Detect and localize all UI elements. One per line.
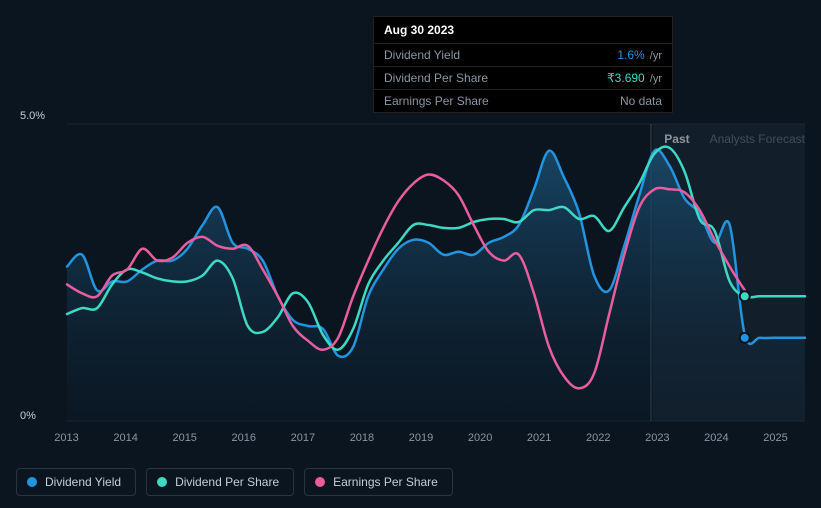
tooltip-label: Earnings Per Share [384, 94, 489, 108]
x-axis-label: 2013 [37, 432, 96, 444]
x-axis-label: 2015 [155, 432, 214, 444]
y-axis-label: 5.0% [20, 110, 45, 122]
x-axis-label: 2020 [451, 432, 510, 444]
legend-dot [157, 477, 167, 487]
x-axis-label: 2018 [332, 432, 391, 444]
x-axis-label: 2019 [391, 432, 450, 444]
legend-label: Earnings Per Share [333, 475, 438, 489]
tooltip-value: No data [620, 94, 662, 108]
tooltip-label: Dividend Per Share [384, 71, 488, 85]
x-axis-label: 2023 [628, 432, 687, 444]
x-axis-label: 2022 [569, 432, 628, 444]
tooltip-label: Dividend Yield [384, 48, 460, 62]
x-axis-label: 2021 [510, 432, 569, 444]
tooltip-value: 1.6% [617, 48, 644, 62]
hover-tooltip: Aug 30 2023 Dividend Yield1.6% /yrDivide… [373, 16, 673, 113]
legend-dot [27, 477, 37, 487]
x-axis-label: 2016 [214, 432, 273, 444]
tooltip-value: ₹3.690 [607, 71, 645, 85]
tooltip-date: Aug 30 2023 [374, 17, 672, 44]
legend-toggle[interactable]: Dividend Yield [16, 468, 136, 496]
tooltip-row: Dividend Yield 1.6% /yr [374, 44, 672, 67]
tooltip-row: Earnings Per Share No data [374, 90, 672, 112]
x-axis-label: 2024 [687, 432, 746, 444]
y-axis-label: 0% [20, 410, 36, 422]
legend-dot [315, 477, 325, 487]
tooltip-unit: /yr [647, 50, 662, 62]
x-axis-labels: 2013201420152016201720182019202020212022… [37, 432, 805, 444]
x-axis-label: 2025 [746, 432, 805, 444]
legend-label: Dividend Per Share [175, 475, 279, 489]
legend-label: Dividend Yield [45, 475, 121, 489]
x-axis-label: 2014 [96, 432, 155, 444]
tooltip-unit: /yr [647, 73, 662, 85]
legend-toggle[interactable]: Earnings Per Share [304, 468, 453, 496]
x-axis-label: 2017 [273, 432, 332, 444]
tooltip-row: Dividend Per Share ₹3.690 /yr [374, 67, 672, 90]
legend-toggle[interactable]: Dividend Per Share [146, 468, 294, 496]
legend: Dividend Yield Dividend Per Share Earnings… [16, 468, 453, 496]
